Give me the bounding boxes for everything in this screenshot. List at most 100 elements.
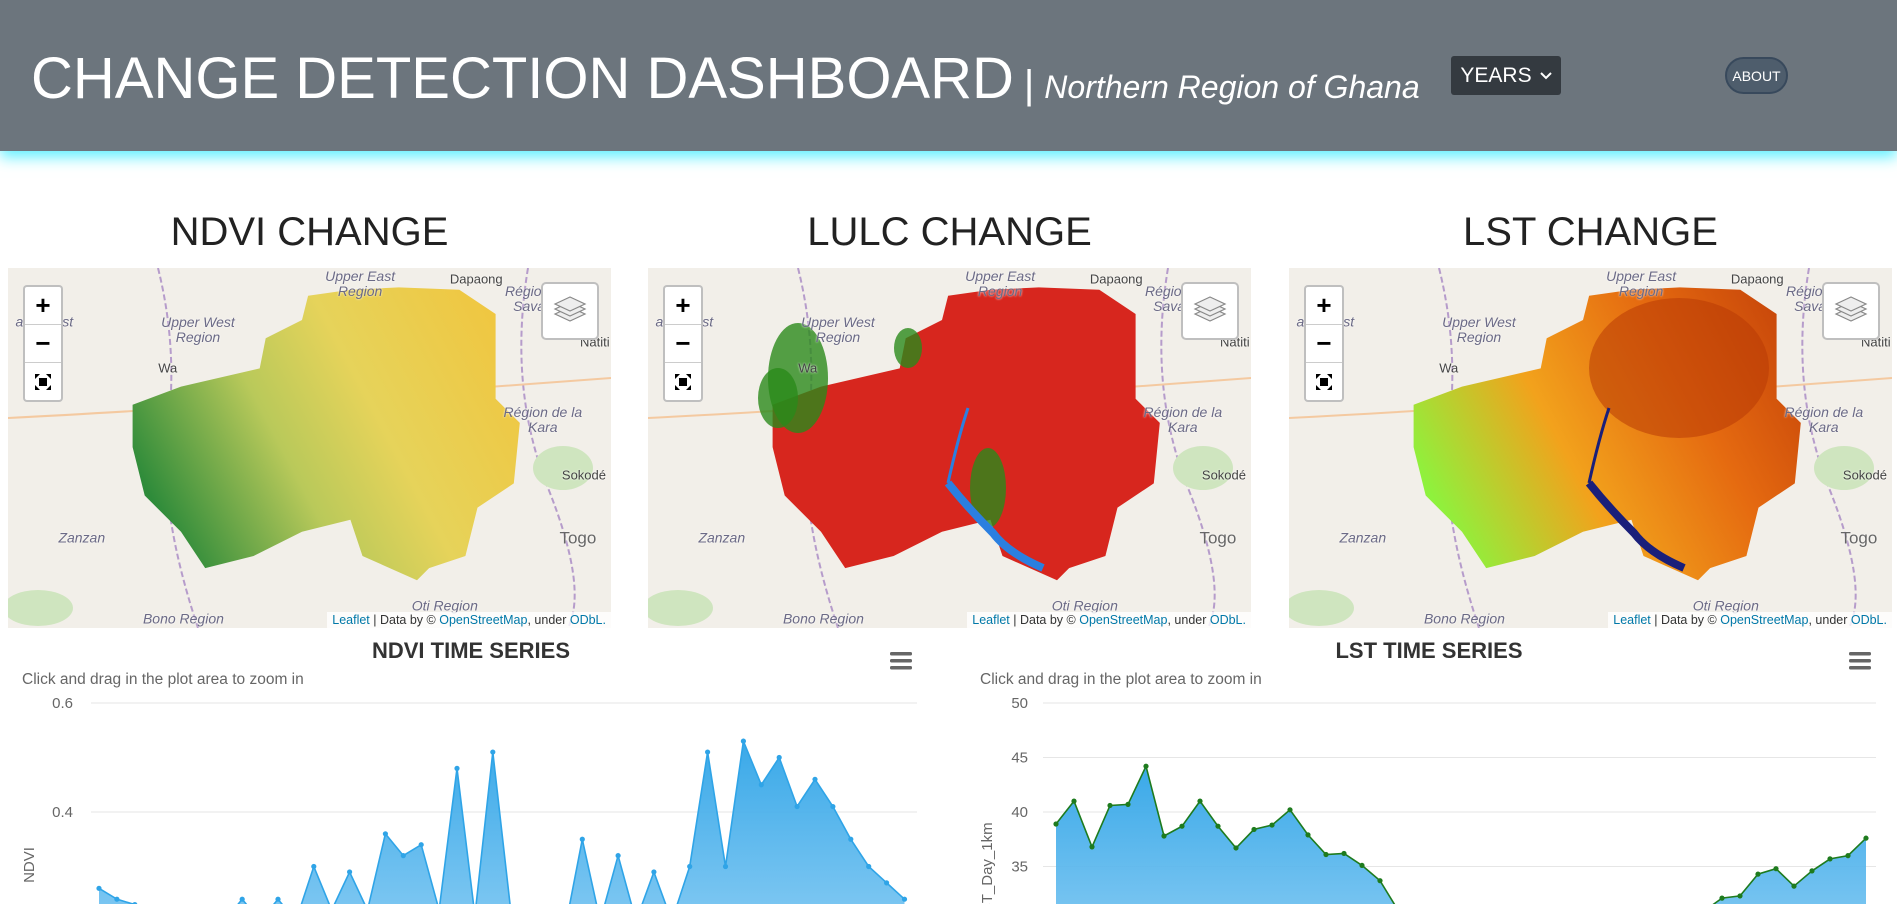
point	[1773, 866, 1779, 872]
attribution-text: | Data by ©	[369, 613, 440, 627]
icon	[1834, 296, 1868, 312]
point	[1827, 856, 1833, 862]
zoom-in[interactable]: +	[1306, 287, 1342, 325]
point	[1125, 801, 1131, 807]
point	[347, 869, 353, 875]
layers-icon	[1834, 296, 1868, 322]
point	[740, 738, 747, 744]
point	[400, 853, 406, 859]
odbl-link[interactable]: ODbL.	[1209, 613, 1246, 627]
zoom-in[interactable]: +	[25, 287, 61, 325]
attribution-text: , under	[1808, 613, 1851, 627]
odbl-link[interactable]: ODbL.	[1850, 613, 1887, 627]
point	[1215, 823, 1221, 829]
forest	[1173, 446, 1233, 490]
map-label: Bono Region	[142, 610, 224, 627]
map-label: Upper West Region	[801, 313, 875, 345]
about-label: ABOUT	[1732, 67, 1781, 84]
border	[1438, 268, 1480, 628]
leaflet-link[interactable]: Leaflet	[972, 613, 1010, 627]
leaflet-link[interactable]: Leaflet	[1613, 613, 1651, 627]
map-label: Dapaong	[1089, 271, 1143, 287]
zoom-out[interactable]: −	[25, 325, 61, 363]
map-label: Oti Region	[1692, 597, 1759, 614]
y-tick-label: 40	[1011, 804, 1028, 821]
attribution: Leaflet | Data by © OpenStreetMap, under…	[1608, 612, 1892, 628]
point	[1143, 763, 1149, 769]
title-text: CHANGE DETECTION DASHBOARD	[31, 46, 1014, 111]
forest	[648, 590, 713, 626]
river	[944, 480, 1045, 572]
area	[99, 741, 905, 904]
point	[1863, 835, 1869, 841]
map-label: Région de la Kara	[1784, 404, 1864, 436]
forest	[1289, 590, 1354, 626]
osm-link[interactable]: OpenStreetMap	[1720, 613, 1809, 627]
river	[946, 407, 970, 484]
map-label: Upper West Region	[161, 313, 235, 345]
point	[848, 836, 854, 842]
point	[114, 896, 120, 902]
point	[418, 842, 424, 848]
years-dropdown[interactable]: YEARS	[1451, 56, 1561, 95]
layers-control[interactable]	[541, 282, 599, 340]
layers-icon	[553, 296, 587, 322]
point	[776, 754, 782, 761]
map-label: Région de la Kara	[503, 404, 583, 436]
point	[275, 896, 281, 902]
map-title: LULC CHANGE	[807, 210, 1092, 254]
map-base	[648, 268, 1251, 628]
icon	[553, 296, 587, 312]
zoom-out[interactable]: −	[1306, 325, 1342, 363]
forest	[8, 590, 73, 626]
leaflet-link[interactable]: Leaflet	[332, 613, 370, 627]
menu-bar	[1849, 666, 1871, 670]
point	[311, 863, 317, 870]
chart-menu[interactable]	[890, 652, 912, 670]
fullscreen[interactable]	[665, 363, 701, 400]
area	[1056, 766, 1866, 904]
zoom-control: + −	[23, 285, 63, 402]
point	[1107, 802, 1113, 809]
point	[1377, 878, 1383, 884]
map-label: Zanzan	[1339, 529, 1387, 546]
zoom-out[interactable]: −	[665, 325, 701, 363]
osm-link[interactable]: OpenStreetMap	[439, 613, 528, 627]
map-label: Sokodé	[1201, 467, 1246, 483]
point	[1287, 807, 1293, 813]
forest	[1814, 446, 1874, 490]
fullscreen[interactable]	[1306, 363, 1342, 400]
point	[866, 863, 872, 870]
fullscreen[interactable]	[25, 363, 61, 400]
point	[1305, 832, 1311, 838]
point	[705, 749, 711, 755]
attribution: Leaflet | Data by © OpenStreetMap, under…	[327, 612, 611, 628]
odbl-link[interactable]: ODbL.	[569, 613, 606, 627]
point	[490, 749, 496, 755]
about-button[interactable]: ABOUT	[1725, 57, 1788, 94]
attribution-text: , under	[1167, 613, 1210, 627]
chart-menu[interactable]	[1849, 652, 1871, 670]
point	[1791, 883, 1797, 889]
attribution: Leaflet | Data by © OpenStreetMap, under…	[967, 612, 1251, 628]
y-tick-label: 50	[1011, 695, 1028, 712]
icon	[1316, 373, 1332, 390]
map-label: Zanzan	[698, 529, 746, 546]
point	[1341, 850, 1347, 857]
layers-control[interactable]	[1181, 282, 1239, 340]
point	[1089, 844, 1095, 850]
hot-zone	[1589, 298, 1769, 438]
point	[1071, 798, 1077, 804]
map-title: LST CHANGE	[1463, 210, 1718, 254]
zoom-in[interactable]: +	[665, 287, 701, 325]
map-label: Togo	[559, 528, 597, 548]
layers-control[interactable]	[1822, 282, 1880, 340]
line	[98, 738, 906, 904]
border	[797, 268, 839, 628]
osm-link[interactable]: OpenStreetMap	[1079, 613, 1168, 627]
y-tick-label: 35	[1011, 859, 1028, 876]
